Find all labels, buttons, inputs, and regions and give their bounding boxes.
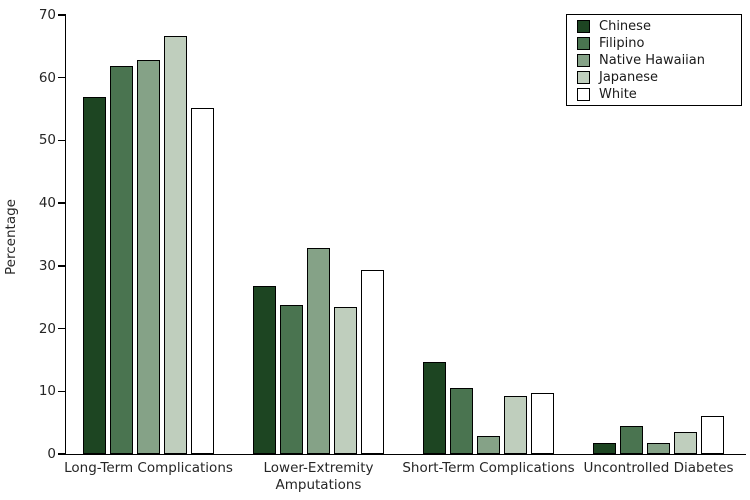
legend-label-white: White [599, 86, 637, 102]
bar-native-hawaiian-lower-extremity-amputations [307, 248, 330, 454]
bar-filipino-uncontrolled-diabetes [620, 426, 643, 454]
y-tick-mark-70 [58, 14, 66, 16]
y-tick-label-20: 20 [38, 320, 56, 337]
y-tick-label-70: 70 [38, 7, 56, 23]
legend-swatch-filipino [577, 36, 590, 50]
y-tick-mark-60 [58, 76, 66, 79]
legend-item-native-hawaiian: Native Hawaiian [577, 52, 741, 69]
y-axis-line [64, 14, 67, 455]
bar-chinese-long-term-complications [83, 96, 106, 454]
bar-white-short-term-complications [531, 392, 554, 454]
bar-native-hawaiian-uncontrolled-diabetes [647, 443, 670, 454]
bar-native-hawaiian-short-term-complications [477, 435, 500, 454]
bar-white-long-term-complications [191, 107, 214, 454]
x-axis-line [64, 453, 746, 455]
bar-chinese-short-term-complications [423, 362, 446, 454]
legend-item-white: White [577, 86, 741, 103]
x-category-label-lower-extremity-amputations: Lower-Extremity Amputations [263, 460, 374, 493]
x-category-label-long-term-complications: Long-Term Complications [64, 460, 233, 476]
y-axis-title-box: Percentage [2, 172, 20, 302]
bar-native-hawaiian-long-term-complications [137, 60, 160, 454]
y-tick-mark-40 [58, 202, 66, 204]
y-tick-mark-20 [58, 327, 66, 330]
bar-filipino-lower-extremity-amputations [280, 305, 303, 454]
legend-label-native-hawaiian: Native Hawaiian [599, 52, 705, 68]
y-tick-mark-0 [58, 453, 66, 455]
y-tick-label-10: 10 [38, 383, 56, 400]
legend-label-chinese: Chinese [599, 18, 651, 34]
bar-japanese-short-term-complications [504, 395, 527, 454]
y-tick-label-30: 30 [38, 257, 56, 274]
y-tick-mark-50 [58, 139, 66, 142]
legend-label-japanese: Japanese [599, 69, 659, 85]
bar-filipino-short-term-complications [450, 388, 473, 454]
legend-item-filipino: Filipino [577, 35, 741, 52]
legend-item-chinese: Chinese [577, 18, 741, 35]
legend-swatch-chinese [577, 19, 590, 33]
bar-chinese-lower-extremity-amputations [253, 285, 276, 454]
legend-swatch-native-hawaiian [577, 53, 590, 67]
y-tick-mark-30 [58, 265, 66, 267]
legend-swatch-japanese [577, 70, 590, 84]
bar-white-lower-extremity-amputations [361, 269, 384, 454]
legend-item-japanese: Japanese [577, 69, 741, 86]
y-tick-label-60: 60 [38, 69, 56, 86]
bar-filipino-long-term-complications [110, 66, 133, 454]
bar-japanese-lower-extremity-amputations [334, 306, 357, 454]
y-axis-title: Percentage [3, 199, 19, 275]
bar-japanese-long-term-complications [164, 35, 187, 454]
y-tick-mark-10 [58, 390, 66, 393]
bar-japanese-uncontrolled-diabetes [674, 432, 697, 454]
x-category-label-uncontrolled-diabetes: Uncontrolled Diabetes [583, 460, 734, 476]
legend: Chinese Filipino Native Hawaiian Japanese Wh… [566, 14, 742, 107]
bar-white-uncontrolled-diabetes [701, 416, 724, 454]
x-category-label-short-term-complications: Short-Term Complications [402, 460, 575, 476]
y-tick-label-0: 0 [47, 446, 56, 462]
legend-swatch-white [577, 87, 590, 101]
y-tick-label-50: 50 [38, 132, 56, 149]
legend-label-filipino: Filipino [599, 35, 645, 51]
y-tick-label-40: 40 [38, 195, 56, 212]
bar-chinese-uncontrolled-diabetes [593, 443, 616, 454]
